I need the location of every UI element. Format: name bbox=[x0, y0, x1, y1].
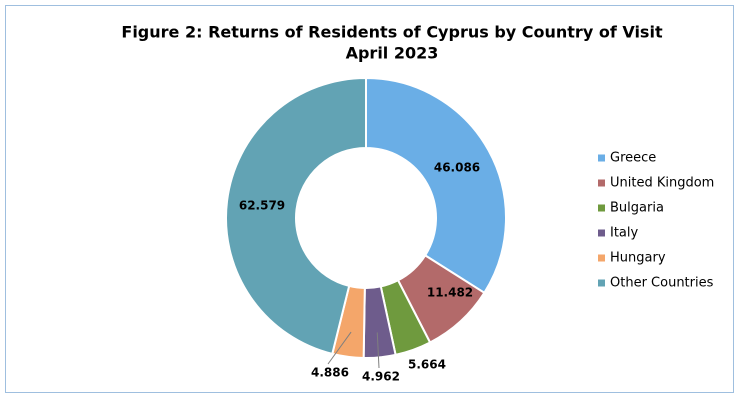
leader-line bbox=[376, 332, 380, 369]
legend-label: Other Countries bbox=[610, 276, 714, 291]
legend-swatch bbox=[598, 154, 605, 162]
legend-swatch bbox=[598, 229, 605, 237]
legend-label: Italy bbox=[610, 226, 639, 241]
legend-swatch bbox=[598, 204, 605, 212]
legend-swatch bbox=[598, 179, 605, 187]
legend-label: United Kingdom bbox=[610, 176, 714, 191]
chart-subtitle: April 2023 bbox=[346, 44, 439, 63]
legend-label: Greece bbox=[610, 151, 656, 166]
value-label: 5.664 bbox=[408, 358, 446, 372]
legend-label: Bulgaria bbox=[610, 201, 664, 216]
legend-swatch bbox=[598, 254, 605, 262]
donut-slice bbox=[225, 76, 367, 356]
value-label: 4.962 bbox=[362, 370, 400, 384]
value-label: 4.886 bbox=[311, 366, 349, 380]
donut-slice bbox=[365, 76, 507, 295]
legend-label: Hungary bbox=[610, 251, 666, 266]
value-label: 11.482 bbox=[427, 286, 473, 300]
value-label: 46.086 bbox=[434, 161, 480, 175]
leader-line bbox=[327, 331, 352, 365]
legend-swatch bbox=[598, 279, 605, 287]
chart-title: Figure 2: Returns of Residents of Cyprus… bbox=[121, 23, 663, 42]
value-label: 62.579 bbox=[239, 199, 285, 213]
